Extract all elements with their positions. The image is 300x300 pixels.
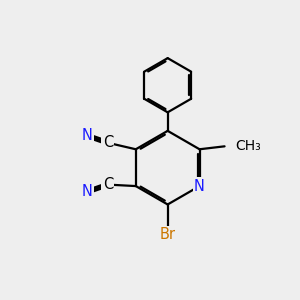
Text: N: N (81, 128, 92, 143)
Text: CH₃: CH₃ (235, 139, 261, 153)
Text: Br: Br (160, 227, 176, 242)
Text: C: C (103, 135, 113, 150)
Text: C: C (103, 177, 113, 192)
Text: N: N (81, 184, 92, 200)
Text: N: N (194, 178, 205, 194)
